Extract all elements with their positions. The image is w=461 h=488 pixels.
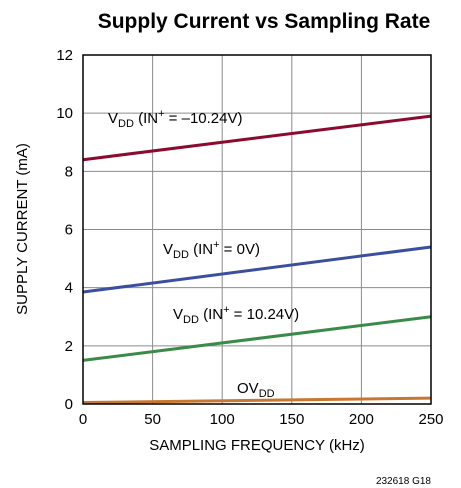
series-label-2-label-main: V	[173, 306, 183, 323]
series-label-0-label-rest: (IN	[134, 110, 158, 127]
series-label-2-label-sub: DD	[183, 314, 199, 326]
series-label-2-label-sup: +	[223, 304, 229, 316]
series-label-3-label-main: OV	[237, 380, 259, 397]
series-label-1-label-end: = 0V)	[220, 241, 260, 258]
x-tick-label-0: 0	[79, 411, 87, 428]
y-tick-label-6: 12	[56, 47, 73, 64]
y-tick-label-1: 2	[65, 338, 73, 355]
x-tick-label-5: 250	[418, 411, 443, 428]
y-axis-label: SUPPLY CURRENT (mA)	[14, 143, 31, 315]
y-tick-label-0: 0	[65, 396, 73, 413]
series-label-3-label-sub: DD	[259, 388, 275, 400]
y-tick-labels: 0 2 4 6 8 10 12	[56, 47, 73, 413]
series-label-1-label-rest: (IN	[189, 241, 213, 258]
series-line-2	[82, 315, 432, 362]
series-label-0-label-main: V	[108, 110, 118, 127]
y-tick-label-4: 8	[65, 163, 73, 180]
series-label-0-label-end: = –10.24V)	[165, 110, 243, 127]
x-tick-label-1: 50	[144, 411, 161, 428]
series-label-2: VDD (IN+ = 10.24V)	[173, 304, 299, 326]
series-label-1: VDD (IN+ = 0V)	[163, 239, 260, 261]
series-label-3: OVDD	[237, 380, 275, 400]
series-line-3	[82, 396, 432, 405]
series-label-2-label-rest: (IN	[199, 306, 223, 323]
series-label-0-label-sub: DD	[118, 118, 134, 130]
y-tick-label-5: 10	[56, 105, 73, 122]
series-line-0	[82, 114, 432, 162]
x-axis-label: SAMPLING FREQUENCY (kHz)	[149, 437, 365, 454]
y-tick-label-2: 4	[65, 280, 73, 297]
series-labels: VDD (IN+ = –10.24V)VDD (IN+ = 0V)VDD (IN…	[108, 108, 299, 400]
series-label-1-label-sup: +	[213, 239, 219, 251]
series-label-2-label-end: = 10.24V)	[230, 306, 300, 323]
x-tick-labels: 0 50 100 150 200 250	[79, 411, 444, 428]
series-label-0: VDD (IN+ = –10.24V)	[108, 108, 243, 130]
x-tick-label-2: 100	[210, 411, 235, 428]
plot-frame	[82, 54, 432, 405]
grid	[83, 55, 431, 404]
series-label-1-label-main: V	[163, 241, 173, 258]
x-tick-label-3: 150	[279, 411, 304, 428]
series-label-0-label-sup: +	[158, 108, 164, 120]
series-lines	[82, 114, 432, 405]
y-tick-label-3: 6	[65, 222, 73, 239]
chart-title: Supply Current vs Sampling Rate	[98, 10, 431, 33]
series-label-1-label-sub: DD	[173, 249, 189, 261]
series-line-1	[82, 245, 432, 294]
figure-code: 232618 G18	[376, 476, 431, 487]
x-tick-label-4: 200	[349, 411, 374, 428]
